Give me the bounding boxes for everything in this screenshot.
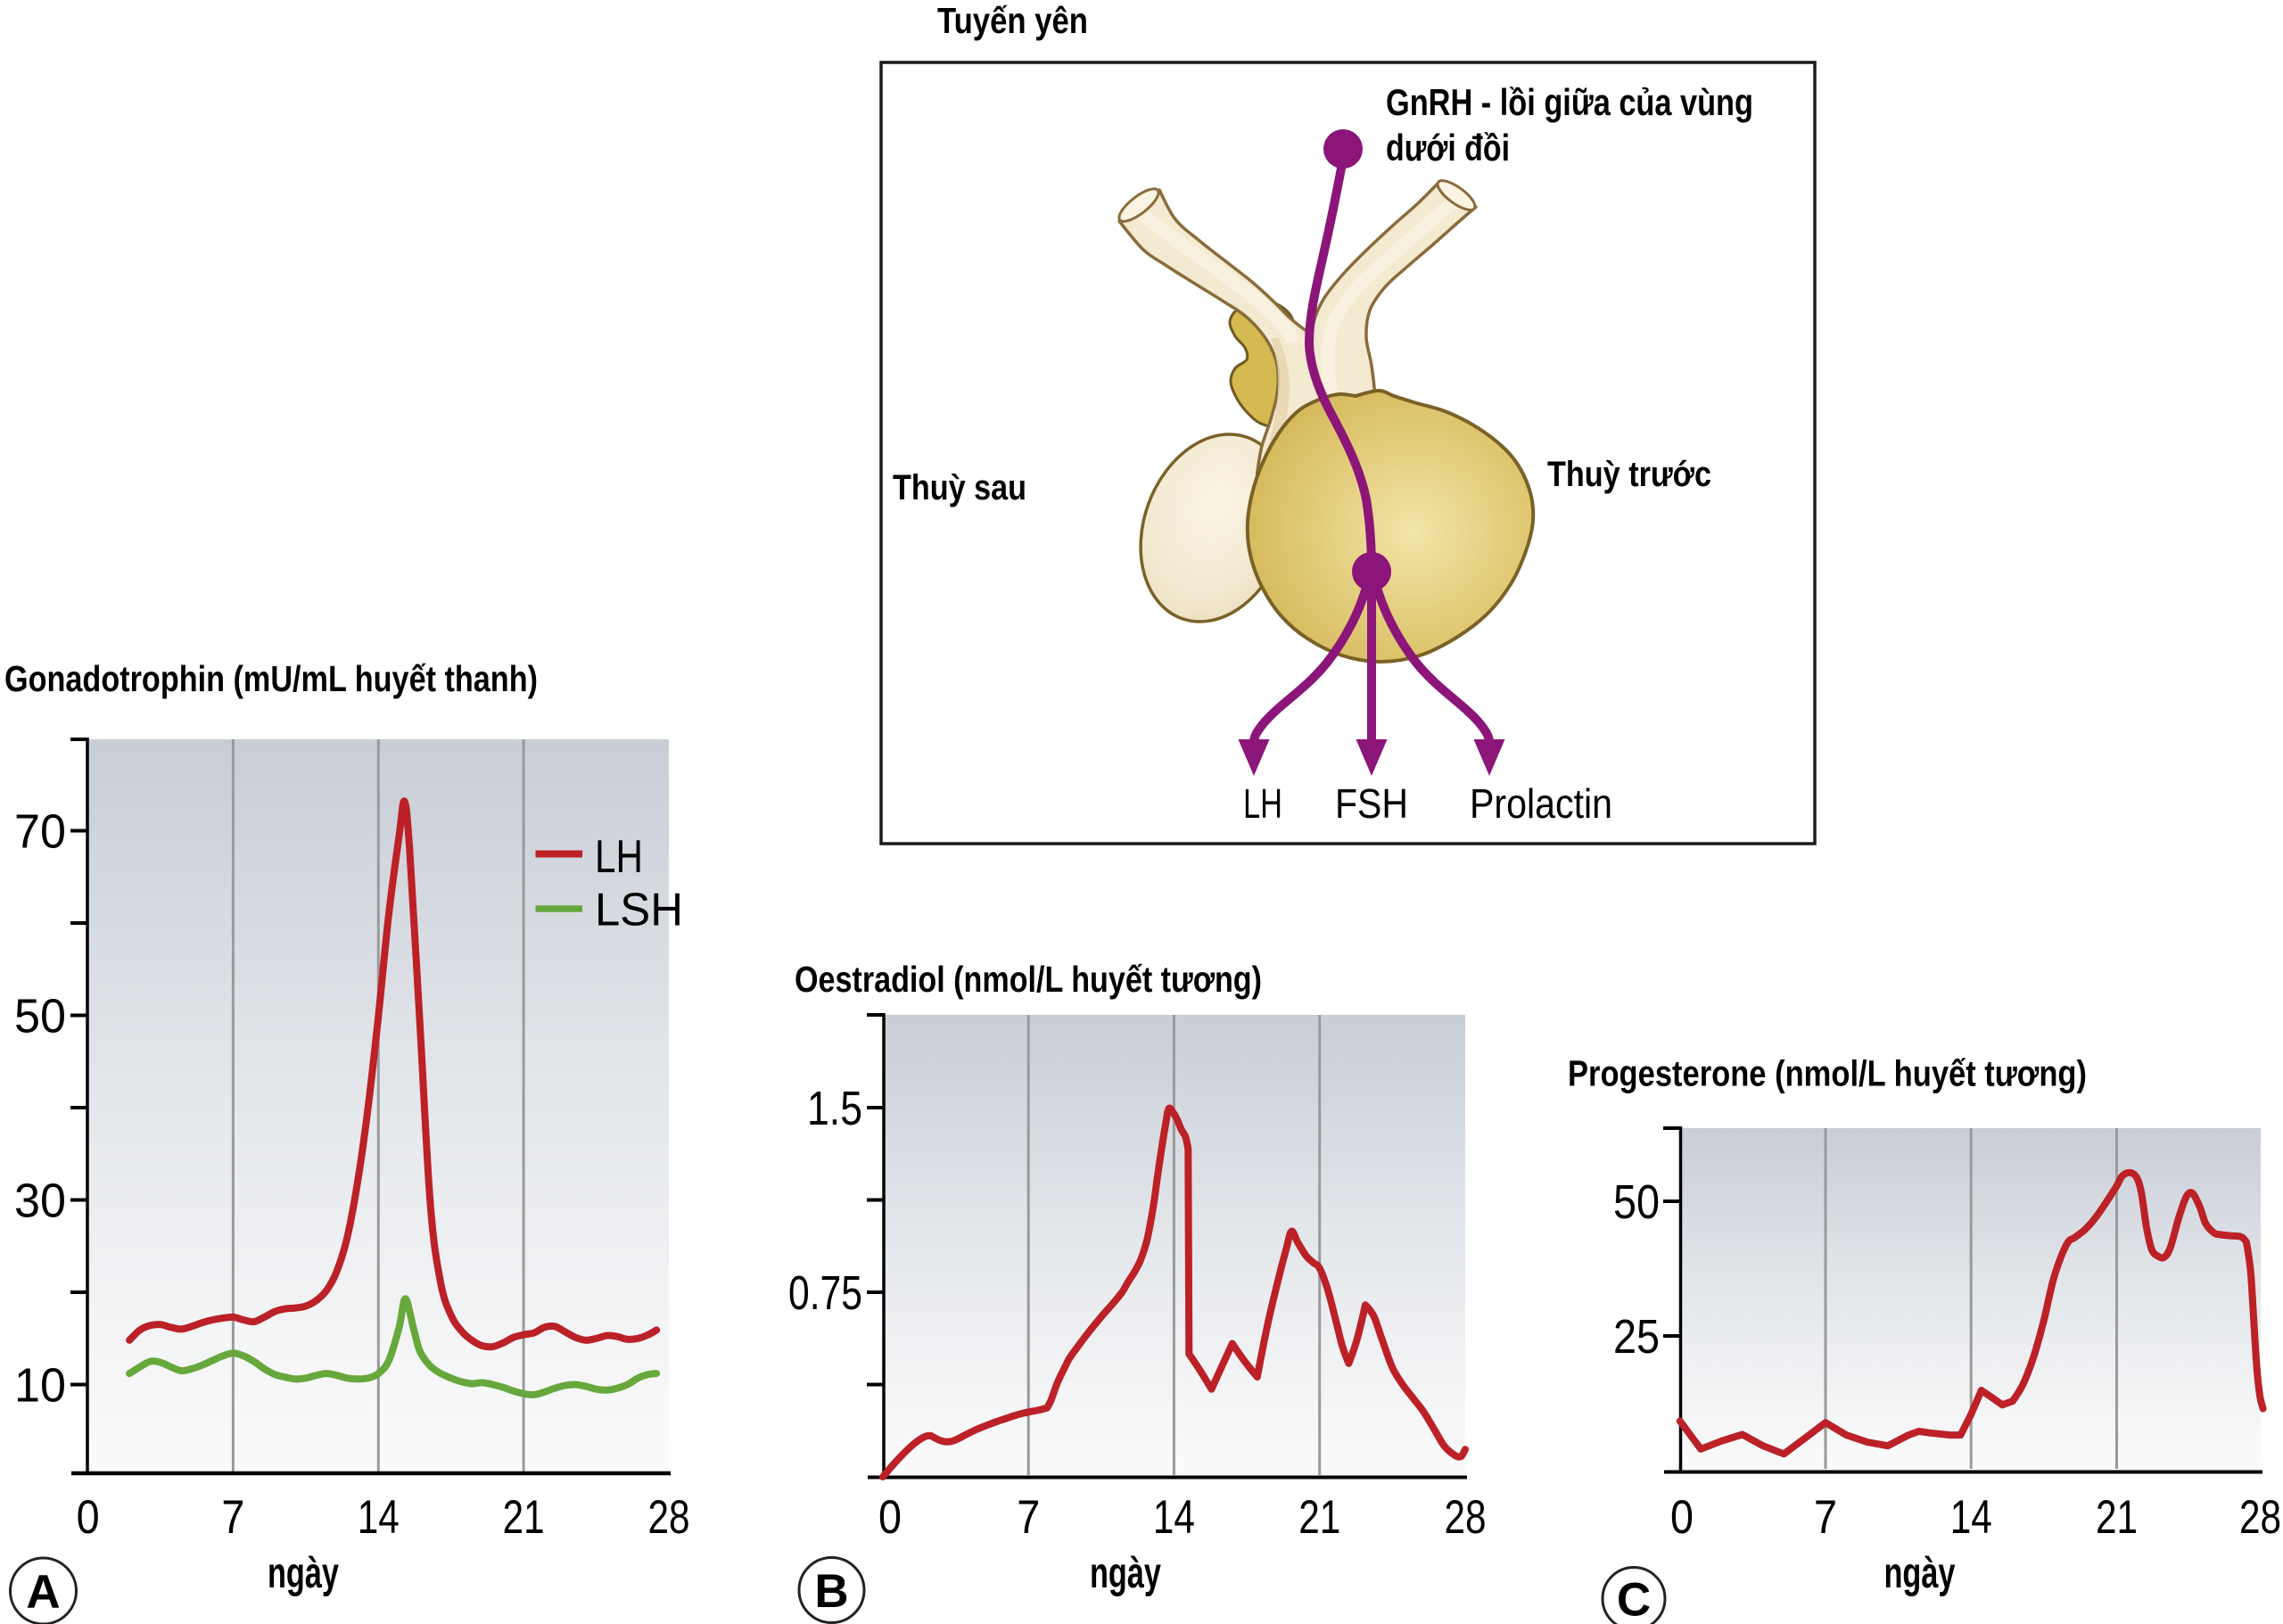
svg-text:C: C: [1617, 1574, 1651, 1624]
svg-text:30: 30: [14, 1175, 66, 1228]
svg-text:GnRH - lồi giữa của vùng: GnRH - lồi giữa của vùng: [1386, 81, 1753, 123]
svg-text:70: 70: [14, 805, 66, 859]
svg-text:LSH: LSH: [595, 885, 683, 936]
svg-text:Prolactin: Prolactin: [1470, 780, 1612, 827]
svg-text:LH: LH: [1243, 780, 1282, 827]
svg-text:ngày: ngày: [1884, 1550, 1956, 1597]
svg-text:0: 0: [1670, 1491, 1694, 1544]
svg-text:Thuỳ trước: Thuỳ trước: [1547, 455, 1711, 494]
svg-text:10: 10: [14, 1359, 66, 1413]
svg-text:A: A: [26, 1566, 60, 1619]
svg-text:Progesterone (nmol/L huyết tươ: Progesterone (nmol/L huyết tương): [1568, 1053, 2087, 1094]
svg-text:21: 21: [2096, 1491, 2138, 1544]
svg-text:14: 14: [358, 1491, 400, 1544]
svg-text:0: 0: [77, 1491, 100, 1544]
svg-text:0.75: 0.75: [788, 1266, 862, 1320]
svg-text:50: 50: [1613, 1175, 1660, 1229]
svg-text:Gonadotrophin (mU/mL huyết tha: Gonadotrophin (mU/mL huyết thanh): [4, 658, 538, 699]
svg-text:LH: LH: [595, 831, 643, 883]
svg-text:Tuyến yên: Tuyến yên: [937, 0, 1088, 41]
svg-text:7: 7: [1017, 1491, 1040, 1544]
svg-text:ngày: ngày: [268, 1550, 339, 1597]
svg-text:21: 21: [503, 1491, 545, 1544]
svg-text:0: 0: [878, 1491, 902, 1544]
svg-text:28: 28: [2239, 1491, 2281, 1544]
svg-text:B: B: [814, 1565, 848, 1618]
svg-text:7: 7: [1814, 1491, 1837, 1544]
svg-text:dưới đồi: dưới đồi: [1386, 127, 1510, 169]
svg-text:Oestradiol (nmol/L huyết tương: Oestradiol (nmol/L huyết tương): [795, 959, 1262, 1000]
svg-text:1.5: 1.5: [807, 1082, 862, 1135]
svg-text:25: 25: [1613, 1310, 1660, 1364]
svg-text:14: 14: [1950, 1491, 1992, 1544]
svg-text:ngày: ngày: [1090, 1550, 1161, 1597]
svg-text:Thuỳ sau: Thuỳ sau: [893, 468, 1026, 507]
svg-text:7: 7: [221, 1491, 244, 1544]
svg-text:14: 14: [1153, 1491, 1195, 1544]
svg-text:28: 28: [648, 1491, 690, 1544]
svg-text:21: 21: [1298, 1491, 1340, 1544]
svg-text:50: 50: [14, 990, 66, 1043]
svg-text:28: 28: [1445, 1491, 1487, 1544]
svg-text:FSH: FSH: [1335, 780, 1408, 827]
